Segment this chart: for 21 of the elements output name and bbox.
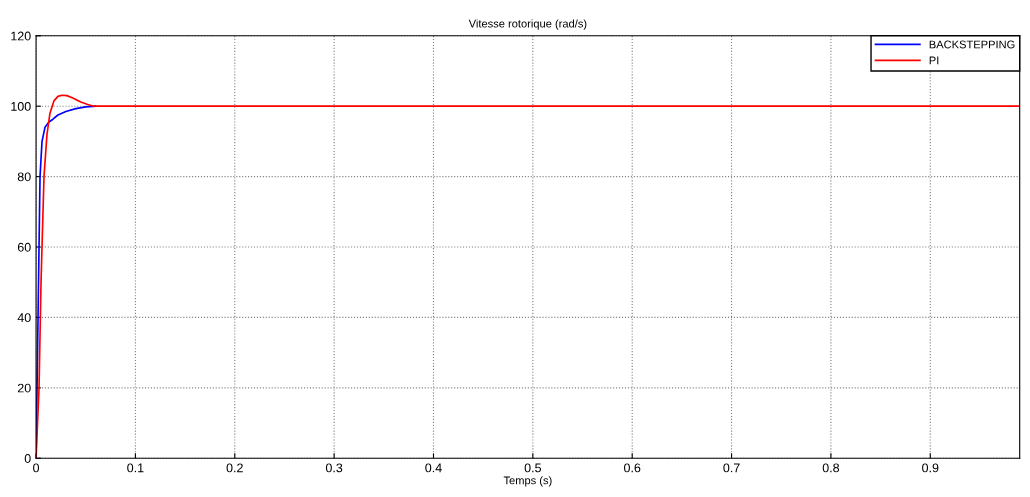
y-tick-label: 20: [17, 383, 31, 393]
x-tick-label: 0.3: [325, 463, 343, 473]
legend-label: BACKSTEPPING: [929, 40, 1015, 49]
legend-label: PI: [929, 56, 939, 65]
x-tick-label: 0.6: [624, 463, 641, 473]
x-tick-label: 0.4: [425, 463, 442, 473]
x-tick-label: 0.2: [226, 463, 243, 473]
y-tick-label: 120: [11, 31, 31, 41]
x-tick-label: 0.8: [822, 463, 840, 473]
x-tick-label: 0.5: [524, 463, 542, 473]
x-tick-label: 0: [33, 463, 40, 473]
y-tick-label: 0: [24, 454, 31, 463]
x-tick-label: 0.7: [723, 463, 740, 473]
y-tick-label: 100: [11, 101, 31, 111]
y-tick-label: 40: [17, 313, 31, 323]
x-tick-label: 0.1: [127, 463, 144, 473]
y-tick-label: 60: [17, 242, 31, 252]
x-axis-title: Temps (s): [503, 476, 552, 487]
y-tick-label: 80: [17, 172, 31, 182]
chart-title: Vitesse rotorique (rad/s): [468, 19, 587, 30]
x-tick-label: 0.9: [922, 463, 939, 473]
